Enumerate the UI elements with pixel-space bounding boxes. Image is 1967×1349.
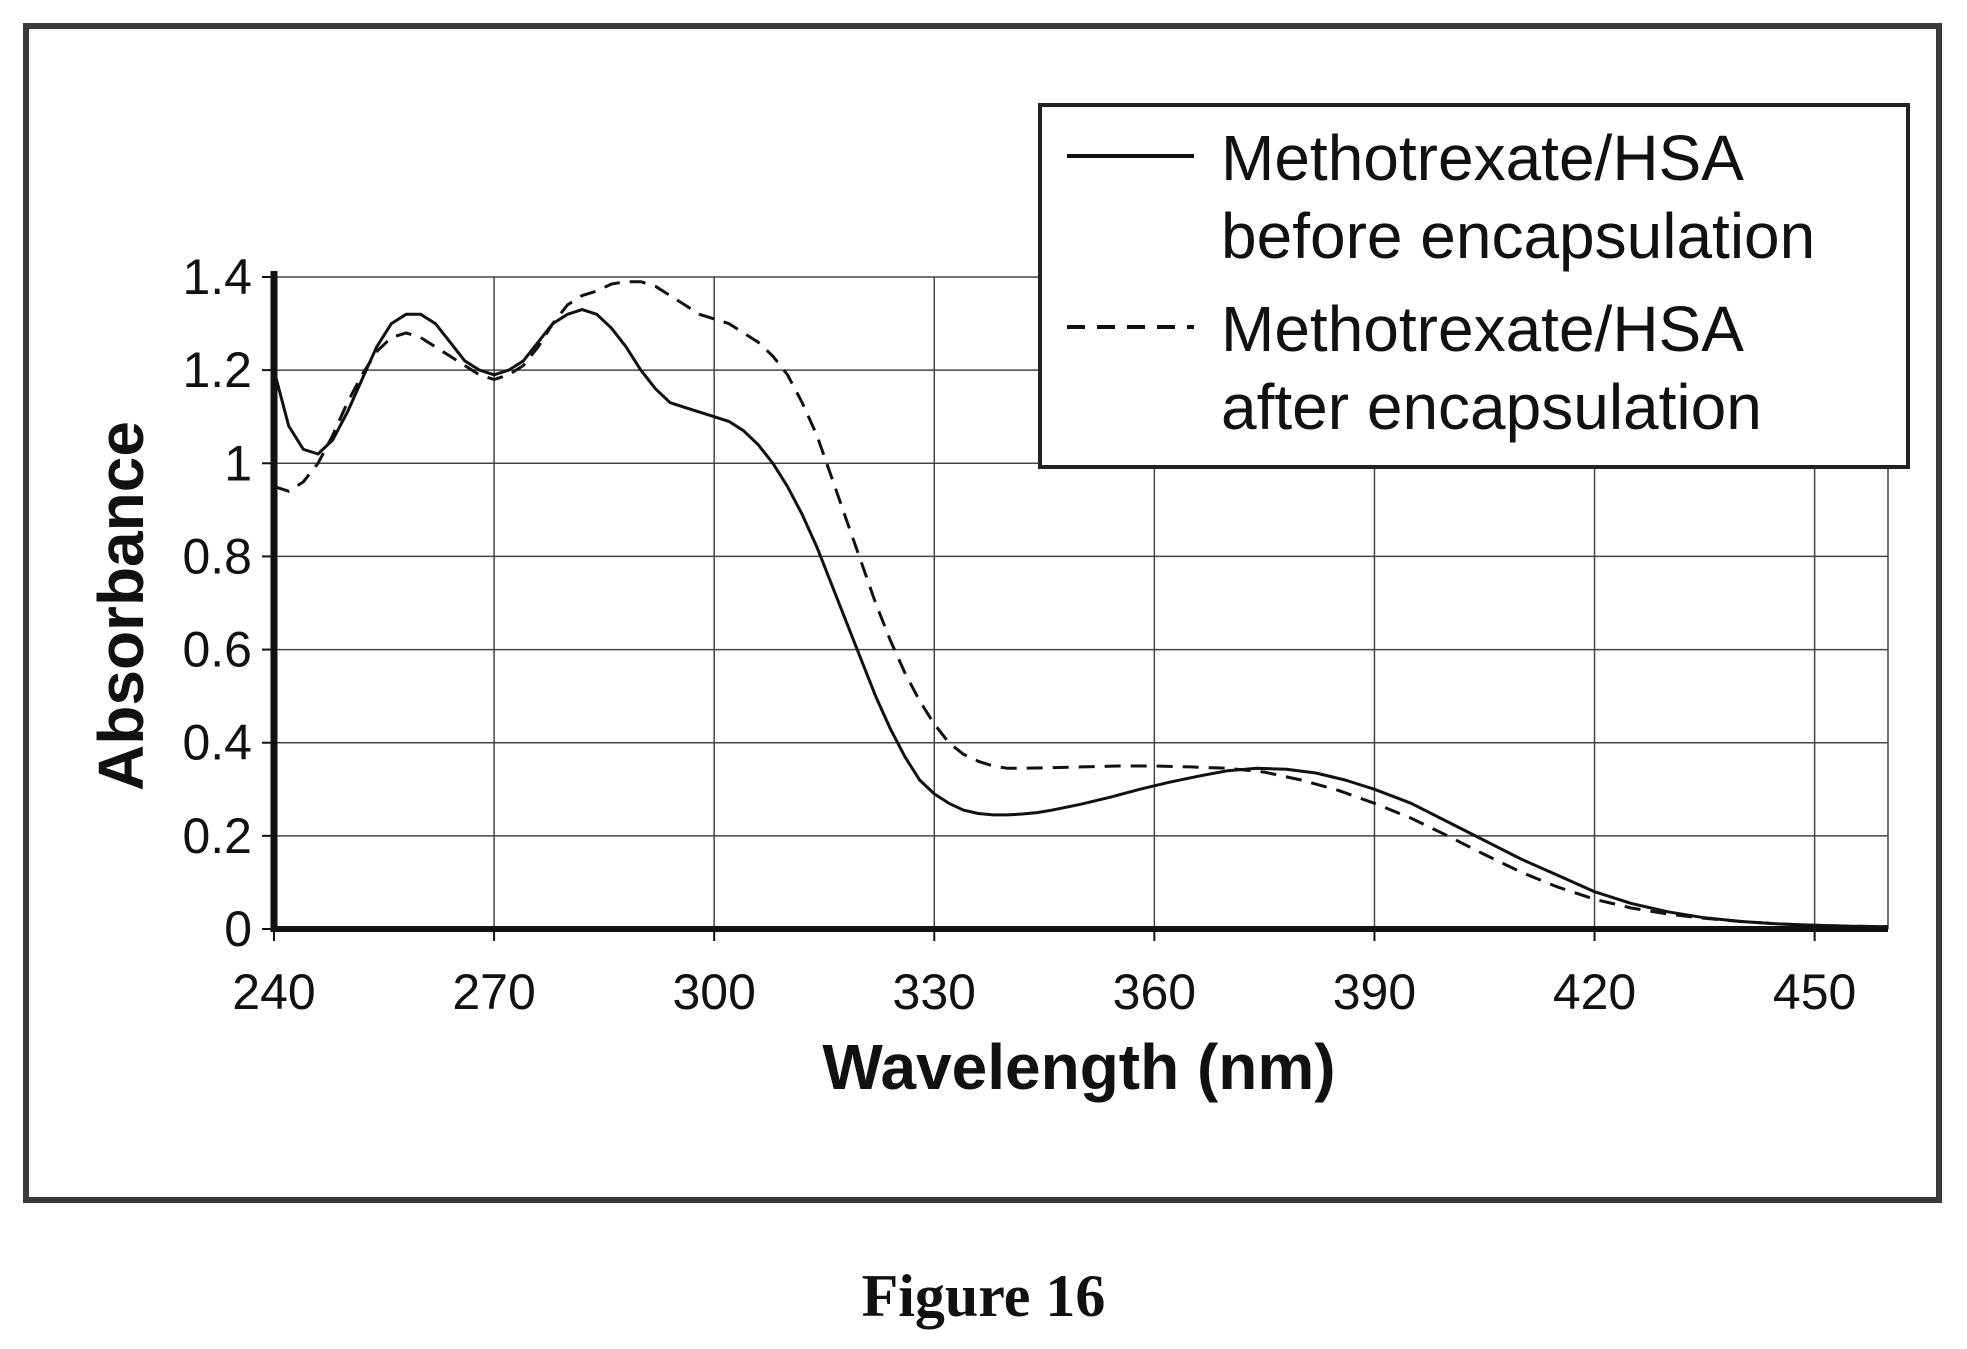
y-tick-label: 0	[224, 901, 252, 957]
series-line-after-encapsulation	[273, 280, 1889, 929]
x-tick-labels: 240 270 300 330 360 390 420 450	[232, 964, 1856, 1020]
x-tick-label: 420	[1553, 964, 1636, 1020]
legend-label-before-line1: Methotrexate/HSA	[1221, 122, 1744, 194]
legend-box	[1038, 103, 1910, 469]
axes	[262, 271, 1888, 941]
y-tick-label: 1	[224, 435, 252, 491]
figure-caption: Figure 16	[861, 1263, 1106, 1329]
x-axis-title: Wavelength (nm)	[822, 1031, 1335, 1103]
legend-label-before-line2: before encapsulation	[1221, 200, 1815, 272]
x-tick-label: 270	[452, 964, 535, 1020]
legend: Methotrexate/HSA before encapsulation Me…	[1038, 103, 1910, 469]
y-tick-labels: 0 0.2 0.4 0.6 0.8 1 1.2 1.4	[182, 249, 252, 957]
y-tick-label: 1.4	[182, 249, 252, 305]
x-tick-label: 300	[672, 964, 755, 1020]
x-tick-label: 360	[1113, 964, 1196, 1020]
x-tick-label: 450	[1773, 964, 1856, 1020]
x-tick-label: 390	[1333, 964, 1416, 1020]
series-line-before-encapsulation	[272, 308, 1889, 929]
series-lines	[272, 280, 1889, 929]
y-tick-label: 0.6	[182, 622, 252, 678]
legend-label-after-line2: after encapsulation	[1221, 371, 1762, 443]
legend-label-after-line1: Methotrexate/HSA	[1221, 293, 1744, 365]
line-chart: 240 270 300 330 360 390 420 450 0 0.2 0.4 0.6 0.8 1 1…	[85, 103, 1910, 1103]
chart-frame: 240 270 300 330 360 390 420 450 0 0.2 0.4 0.6 0.8 1 1…	[23, 23, 1942, 1203]
y-tick-label: 0.2	[182, 808, 252, 864]
y-tick-label: 1.2	[182, 342, 252, 398]
y-tick-label: 0.4	[182, 715, 252, 771]
x-tick-label: 240	[232, 964, 315, 1020]
y-tick-label: 0.8	[182, 528, 252, 584]
y-axis-title: Absorbance	[85, 421, 157, 791]
x-tick-label: 330	[893, 964, 976, 1020]
